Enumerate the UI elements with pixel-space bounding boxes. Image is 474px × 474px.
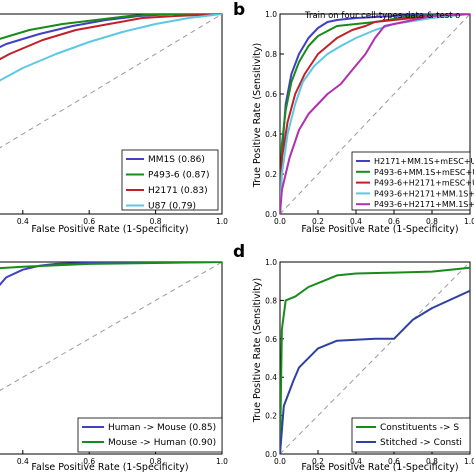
series-line-2 — [280, 14, 470, 214]
panel-d-ylabel: True Positive Rate (Sensitivity) — [252, 278, 263, 424]
x-tick-label: 0.6 — [388, 217, 400, 226]
legend-label: U87 (0.79) — [148, 202, 196, 212]
x-tick-label: 0.0 — [274, 457, 286, 466]
plot-frame — [0, 13, 223, 215]
y-tick-label: 0.6 — [265, 90, 277, 99]
x-tick-label: 1.0 — [216, 217, 228, 226]
panel-b-letter: b — [233, 0, 245, 20]
y-tick-label: 0.8 — [265, 50, 277, 59]
legend-label: MM1S (0.86) — [148, 155, 205, 165]
x-tick-label: 0.6 — [388, 457, 400, 466]
y-tick-label: 0.6 — [265, 335, 277, 344]
x-tick-label: 0.4 — [17, 457, 29, 466]
series-line-0 — [280, 266, 470, 454]
panel-d-letter: d — [233, 242, 245, 262]
panel-b-ylabel: True Positive Rate (Sensitivity) — [252, 43, 263, 189]
x-tick-label: 0.2 — [312, 457, 324, 466]
panel-d-xlabel: False Positive Rate (1-Specificity) — [301, 462, 458, 473]
chance-diagonal — [0, 262, 222, 391]
legend-label: Mouse -> Human (0.90) — [108, 438, 216, 448]
y-tick-label: 0.4 — [265, 373, 277, 382]
y-tick-label: 0.4 — [265, 130, 277, 139]
legend-label: Human -> Mouse (0.85) — [108, 423, 216, 433]
y-tick-label: 0.0 — [265, 210, 277, 219]
chance-diagonal — [0, 14, 222, 149]
x-tick-label: 0.4 — [350, 217, 362, 226]
panel-b-roc-chart: 0.0 0.2 0.4 0.6 0.8 1.0 0.0 0.2 0.4 0.6 0.8 1.0 H217… — [265, 10, 474, 226]
legend-box — [77, 417, 223, 453]
y-tick-label: 0.0 — [265, 450, 277, 459]
series-line-2 — [0, 14, 222, 61]
x-tick-label: 1.0 — [464, 457, 474, 466]
legend-label: H2171+MM.1S+mESC+U87 — [374, 157, 474, 166]
legend-label: P493-6+H2171+MM.1S+U87 — [374, 189, 474, 198]
x-tick-label: 0.4 — [17, 217, 29, 226]
plot-frame — [0, 261, 223, 455]
x-tick-label: 0.0 — [274, 217, 286, 226]
legend-label: P493-6+MM.1S+mESC+U87 — [374, 168, 474, 177]
series-line-0 — [280, 14, 470, 214]
plot-frame — [279, 261, 471, 455]
series-line-3 — [0, 14, 222, 82]
x-tick-label: 0.8 — [426, 217, 438, 226]
legend-label: P493-6+H2171+MM.1S+mE — [374, 200, 474, 209]
panel-d-roc-chart: 0.0 0.2 0.4 0.6 0.8 1.0 0.0 0.2 0.4 0.6 0.8 1.0 Cons… — [265, 258, 474, 466]
panel-b-title: Train on four cell-types data & test o — [304, 11, 460, 21]
legend-label: P493-6+H2171+mESC+U87 — [374, 179, 474, 188]
chance-diagonal — [280, 262, 470, 454]
panel-a-xlabel: False Positive Rate (1-Specificity) — [31, 224, 188, 235]
legend-label: Constituents -> S — [380, 423, 459, 433]
series-line-0 — [0, 262, 222, 287]
x-tick-label: 0.8 — [150, 457, 162, 466]
x-tick-label: 1.0 — [216, 457, 228, 466]
y-tick-label: 0.2 — [265, 170, 277, 179]
chance-diagonal — [280, 14, 470, 214]
x-tick-label: 0.6 — [83, 217, 95, 226]
legend-box — [351, 151, 471, 211]
x-tick-label: 0.2 — [312, 217, 324, 226]
x-tick-label: 0.8 — [150, 217, 162, 226]
y-tick-label: 1.0 — [265, 10, 277, 19]
y-tick-label: 1.0 — [265, 258, 277, 267]
plot-frame — [279, 13, 471, 215]
legend-label: H2171 (0.83) — [148, 186, 208, 196]
legend-label: P493-6 (0.87) — [148, 171, 210, 181]
series-line-1 — [280, 289, 470, 454]
series-line-1 — [0, 262, 222, 270]
x-tick-label: 0.6 — [83, 457, 95, 466]
y-tick-label: 0.8 — [265, 296, 277, 305]
x-tick-label: 0.8 — [426, 457, 438, 466]
series-line-4 — [280, 14, 470, 214]
y-tick-label: 0.2 — [265, 412, 277, 421]
panel-b-xlabel: False Positive Rate (1-Specificity) — [301, 224, 458, 235]
series-line-1 — [0, 14, 222, 40]
legend-label: Stitched -> Consti — [380, 438, 462, 448]
legend-box — [351, 417, 471, 453]
x-tick-label: 1.0 — [464, 217, 474, 226]
x-tick-label: 0.4 — [350, 457, 362, 466]
panel-c-xlabel: False Positive Rate (1-Specificity) — [31, 462, 188, 473]
